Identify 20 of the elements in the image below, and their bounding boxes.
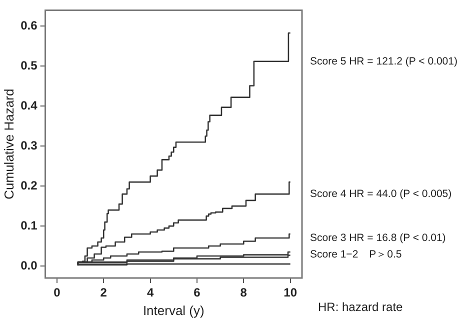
- x-tick-label: 6: [194, 286, 201, 300]
- text: Score 5 HR = 121.2 (P < 0.001): [310, 55, 458, 68]
- y-tick-label: 0.1: [20, 218, 38, 232]
- x-tick-label: 8: [240, 286, 248, 300]
- y-axis-title: Cumulative Hazard: [1, 88, 16, 200]
- y-tick-label: 0.5: [20, 58, 38, 72]
- series-label: Score 3 HR = 16.8 (P < 0.01): [310, 232, 446, 244]
- series-label: Score 1−2 P＞0.5: [310, 248, 402, 261]
- y-tick-label: 0.0: [20, 258, 38, 272]
- text: HR: hazard rate: [318, 300, 403, 314]
- x-axis-title: Interval (y): [142, 302, 204, 318]
- y-tick-label: 0.6: [20, 18, 38, 32]
- y-tick-label: 0.4: [20, 98, 38, 112]
- x-tick-label: 2: [100, 286, 108, 300]
- x-tick-label: 10: [284, 286, 298, 300]
- y-tick-label: 0.3: [20, 138, 38, 152]
- x-tick-label: 4: [146, 286, 154, 300]
- series-label: Score 4 HR = 44.0 (P < 0.005): [310, 188, 452, 200]
- x-tick-label: 0: [54, 286, 61, 300]
- y-tick-label: 0.2: [20, 178, 38, 192]
